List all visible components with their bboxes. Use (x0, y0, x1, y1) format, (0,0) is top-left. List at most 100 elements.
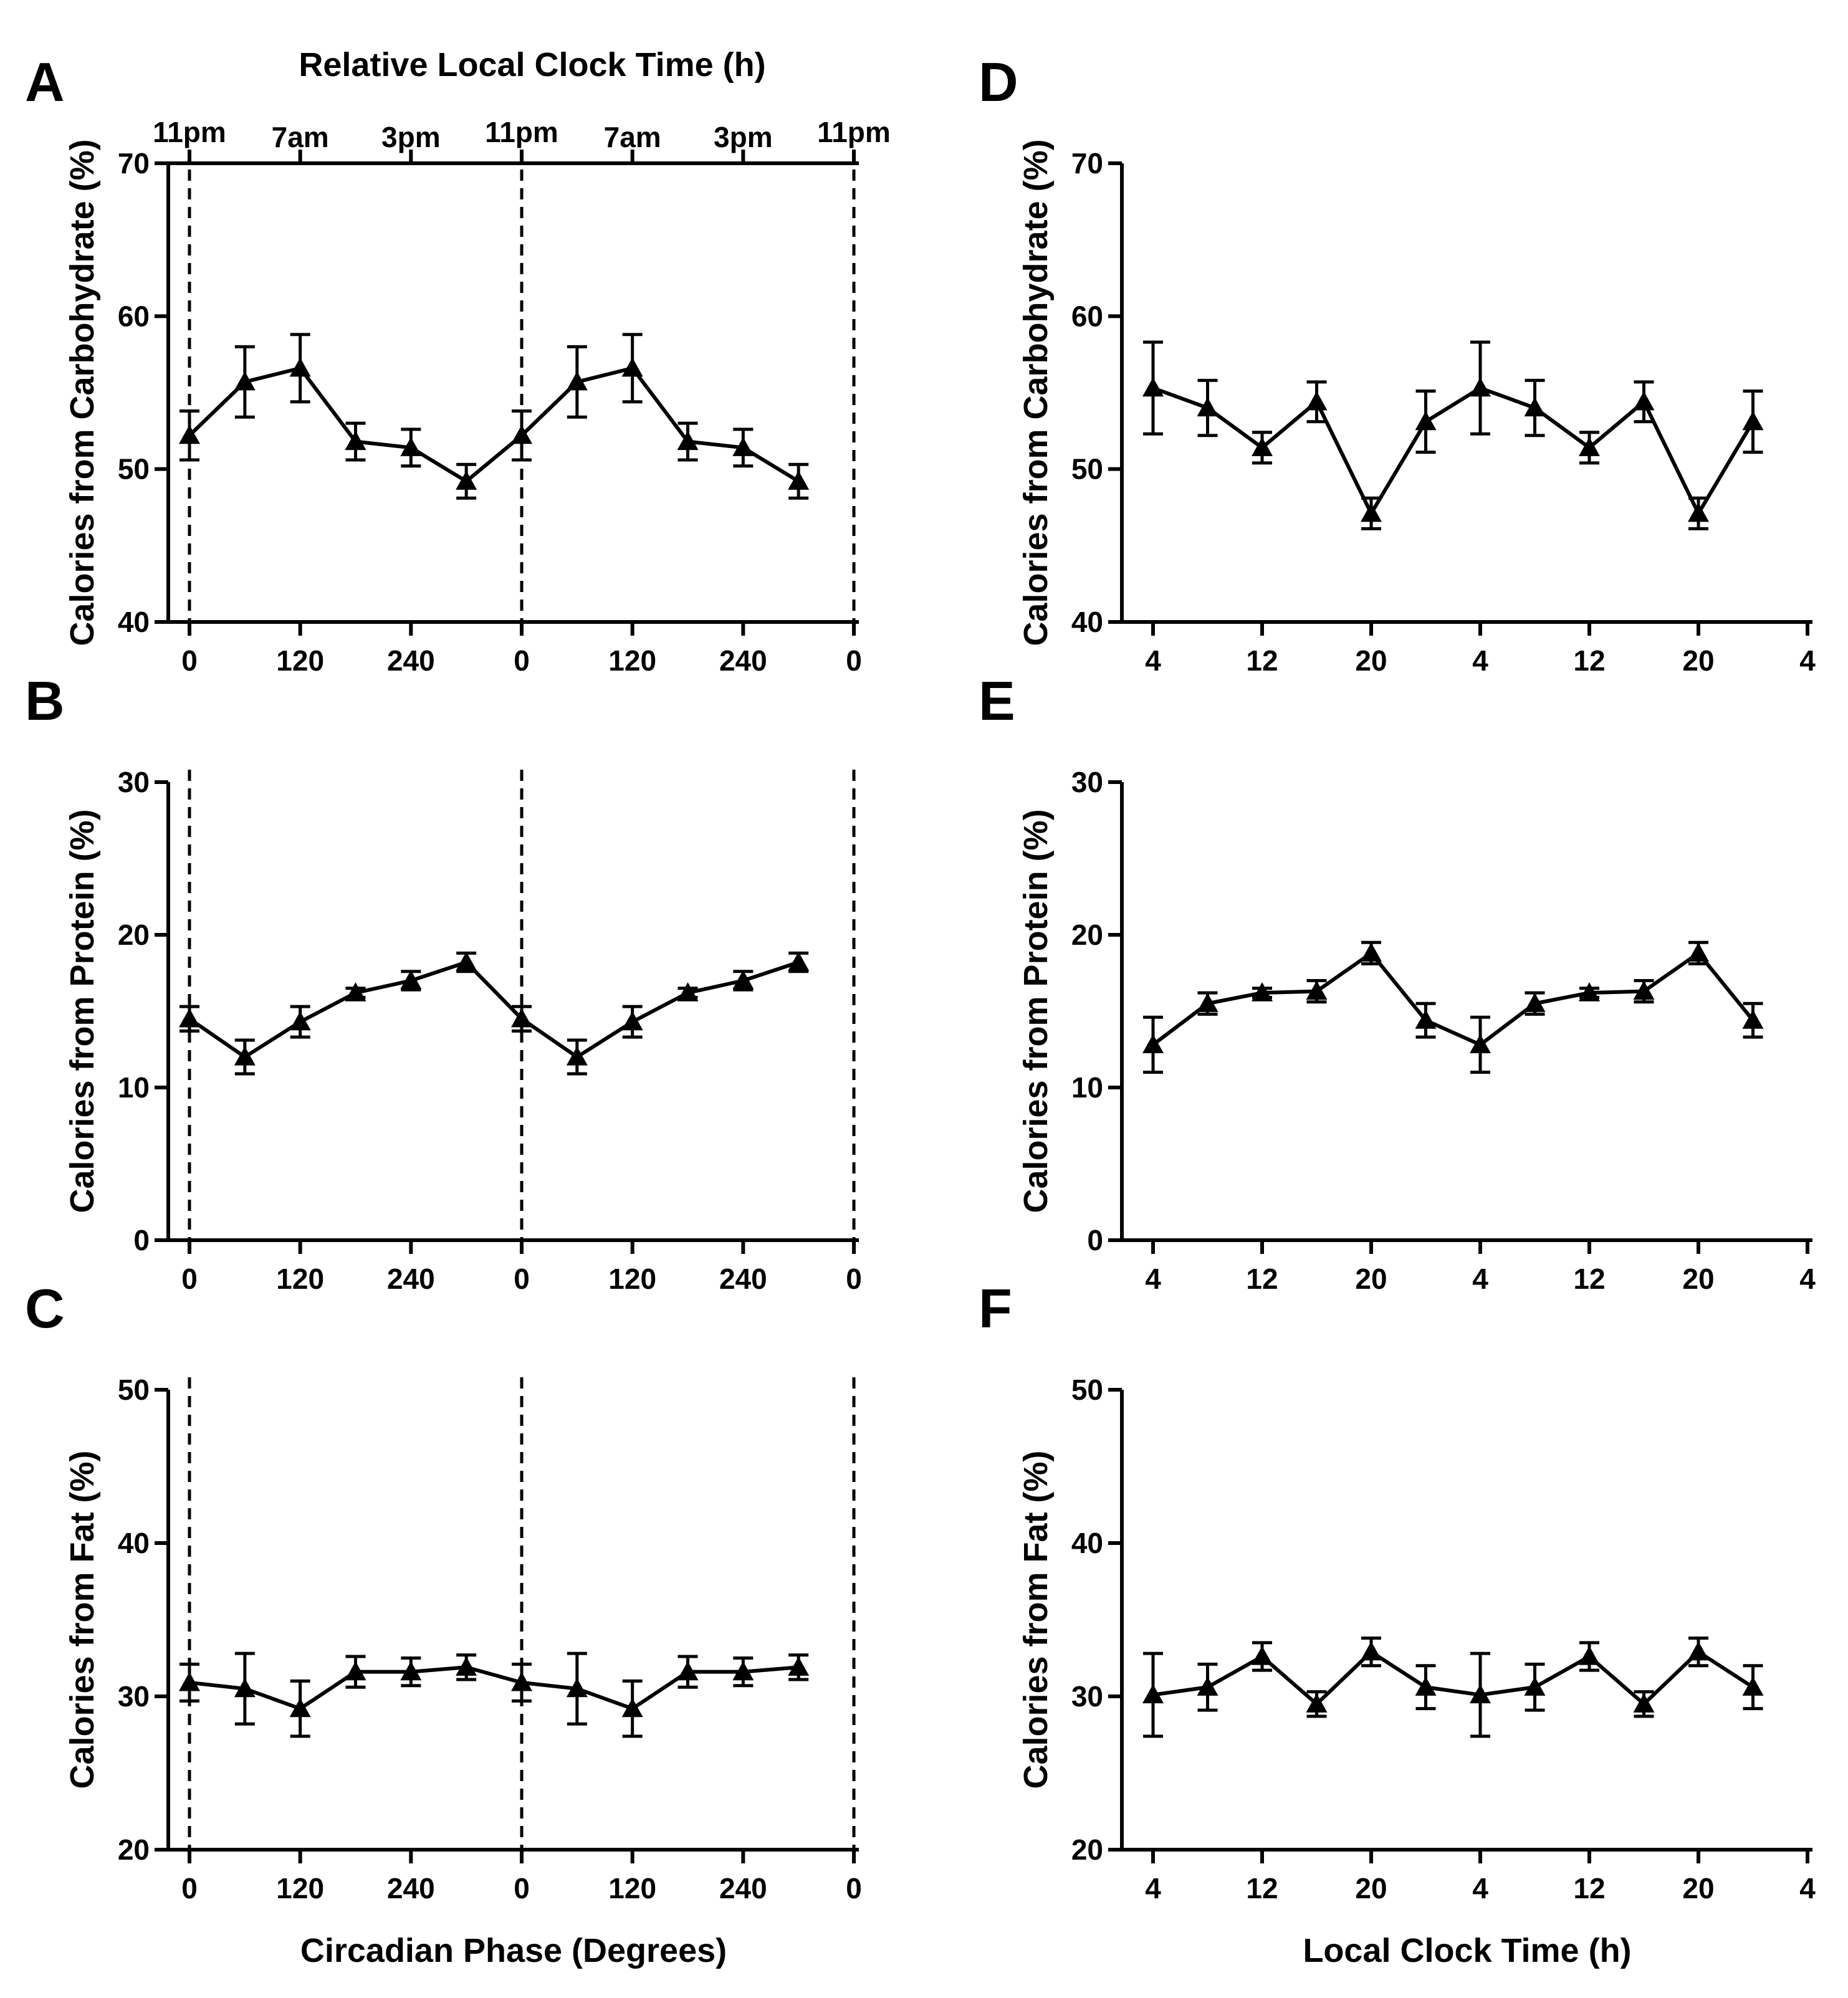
data-point-triangle (677, 982, 699, 1001)
y-tick-label: 40 (118, 1527, 150, 1559)
data-point-triangle (732, 437, 754, 456)
data-point-triangle (1579, 437, 1600, 456)
y-axis-title: Calories from Carbohydrate (%) (64, 139, 101, 646)
data-point-triangle (677, 1661, 699, 1681)
data-point-triangle (345, 431, 366, 451)
series-line (1152, 386, 1755, 515)
x-tick-label: 4 (1145, 1263, 1161, 1295)
data-point-triangle (1197, 993, 1218, 1012)
x-tick-label: 20 (1355, 1872, 1387, 1905)
data-point-triangle (1470, 377, 1491, 397)
x-tick-label: 12 (1573, 1872, 1605, 1905)
x-tick-label: 120 (276, 644, 324, 677)
data-point-triangle (456, 952, 477, 971)
x-tick-label: 12 (1573, 1263, 1605, 1295)
data-point-triangle (1361, 502, 1382, 522)
x-tick-label: 12 (1246, 644, 1278, 677)
panel-label: E (979, 670, 1015, 732)
data-point-triangle (732, 970, 754, 990)
data-point-triangle (621, 1698, 643, 1718)
x-tick-label: 240 (387, 1872, 435, 1905)
panel-b: B 0 10 20 30 0 120 240 0 120 240 0 Calories from Pro… (25, 670, 862, 1295)
y-tick-label: 20 (1071, 1833, 1103, 1866)
data-point-triangle (456, 1656, 477, 1676)
y-tick-label: 20 (1071, 919, 1103, 951)
x-tick-label: 0 (181, 1263, 198, 1295)
x-tick-label: 0 (514, 1263, 530, 1295)
data-point-triangle (621, 1011, 643, 1031)
y-tick-label: 30 (1071, 1680, 1103, 1713)
y-tick-label: 30 (118, 766, 150, 798)
top-tick-label: 3pm (714, 121, 773, 153)
data-point-triangle (1252, 437, 1273, 456)
data-point-triangle (1415, 1676, 1437, 1696)
x-axis-title: Circadian Phase (Degrees) (300, 1932, 727, 1969)
x-tick-label: 4 (1472, 1263, 1488, 1295)
data-point-triangle (511, 1008, 532, 1028)
y-tick-label: 50 (1071, 1374, 1103, 1406)
x-tick-label: 0 (181, 1872, 198, 1905)
x-tick-label: 0 (181, 644, 198, 677)
panel-label: C (25, 1278, 65, 1339)
panel-f: F 20 30 40 50 4 12 20 4 12 20 4 Calories from Fat (%… (979, 1278, 1816, 1969)
x-tick-label: 20 (1682, 1872, 1714, 1905)
data-point-triangle (1142, 377, 1164, 397)
panel-c: C 20 30 40 50 0 120 240 0 120 240 0 Calories from Fa… (25, 1278, 862, 1969)
y-tick-label: 40 (1071, 1527, 1103, 1559)
x-tick-label: 12 (1573, 644, 1605, 677)
x-tick-label: 20 (1355, 1263, 1387, 1295)
data-point-triangle (1361, 1641, 1382, 1661)
data-point-triangle (1306, 980, 1328, 1000)
data-point-triangle (1361, 942, 1382, 962)
y-axis-title: Calories from Protein (%) (64, 809, 101, 1213)
panel-label: F (979, 1278, 1012, 1339)
data-point-triangle (788, 471, 810, 490)
y-tick-label: 50 (118, 453, 150, 485)
x-tick-label: 120 (608, 644, 656, 677)
x-tick-label: 0 (846, 1263, 862, 1295)
data-point-triangle (1633, 391, 1655, 411)
data-point-triangle (1524, 397, 1546, 417)
x-tick-label: 4 (1799, 1263, 1816, 1295)
data-point-triangle (234, 1046, 256, 1066)
data-point-triangle (1197, 397, 1218, 417)
data-point-triangle (732, 1661, 754, 1681)
y-tick-label: 50 (118, 1374, 150, 1406)
top-tick-label: 11pm (153, 116, 226, 148)
data-point-triangle (566, 371, 588, 391)
data-point-triangle (345, 982, 366, 1001)
data-point-triangle (234, 1678, 256, 1698)
x-tick-label: 4 (1145, 644, 1161, 677)
x-tick-label: 0 (514, 1872, 530, 1905)
top-tick-label: 3pm (381, 121, 441, 153)
x-tick-label: 240 (387, 644, 435, 677)
series-line (1152, 951, 1755, 1047)
y-tick-label: 20 (118, 919, 150, 951)
x-tick-label: 240 (719, 1263, 767, 1295)
x-tick-label: 0 (846, 644, 862, 677)
y-axis-title: Calories from Protein (%) (1017, 809, 1055, 1213)
data-point-triangle (1470, 1684, 1491, 1704)
y-tick-label: 20 (118, 1833, 150, 1866)
data-point-triangle (234, 371, 256, 391)
data-point-triangle (289, 357, 311, 377)
x-tick-label: 20 (1355, 644, 1387, 677)
y-axis-title: Calories from Fat (%) (64, 1450, 101, 1789)
x-tick-label: 4 (1472, 1872, 1488, 1905)
data-point-triangle (1524, 993, 1546, 1012)
data-point-triangle (179, 1671, 200, 1691)
y-tick-label: 60 (118, 300, 150, 332)
top-axis-title: Relative Local Clock Time (h) (299, 46, 765, 84)
data-point-triangle (400, 1661, 422, 1681)
x-tick-label: 240 (719, 1872, 767, 1905)
x-tick-label: 0 (846, 1872, 862, 1905)
data-point-triangle (1470, 1034, 1491, 1053)
y-axis-title: Calories from Carbohydrate (%) (1017, 139, 1055, 646)
y-tick-label: 10 (118, 1071, 150, 1104)
data-point-triangle (1142, 1684, 1164, 1704)
y-tick-label: 0 (1087, 1224, 1103, 1256)
x-tick-label: 240 (387, 1263, 435, 1295)
y-tick-label: 10 (1071, 1071, 1103, 1104)
x-tick-label: 4 (1799, 644, 1816, 677)
